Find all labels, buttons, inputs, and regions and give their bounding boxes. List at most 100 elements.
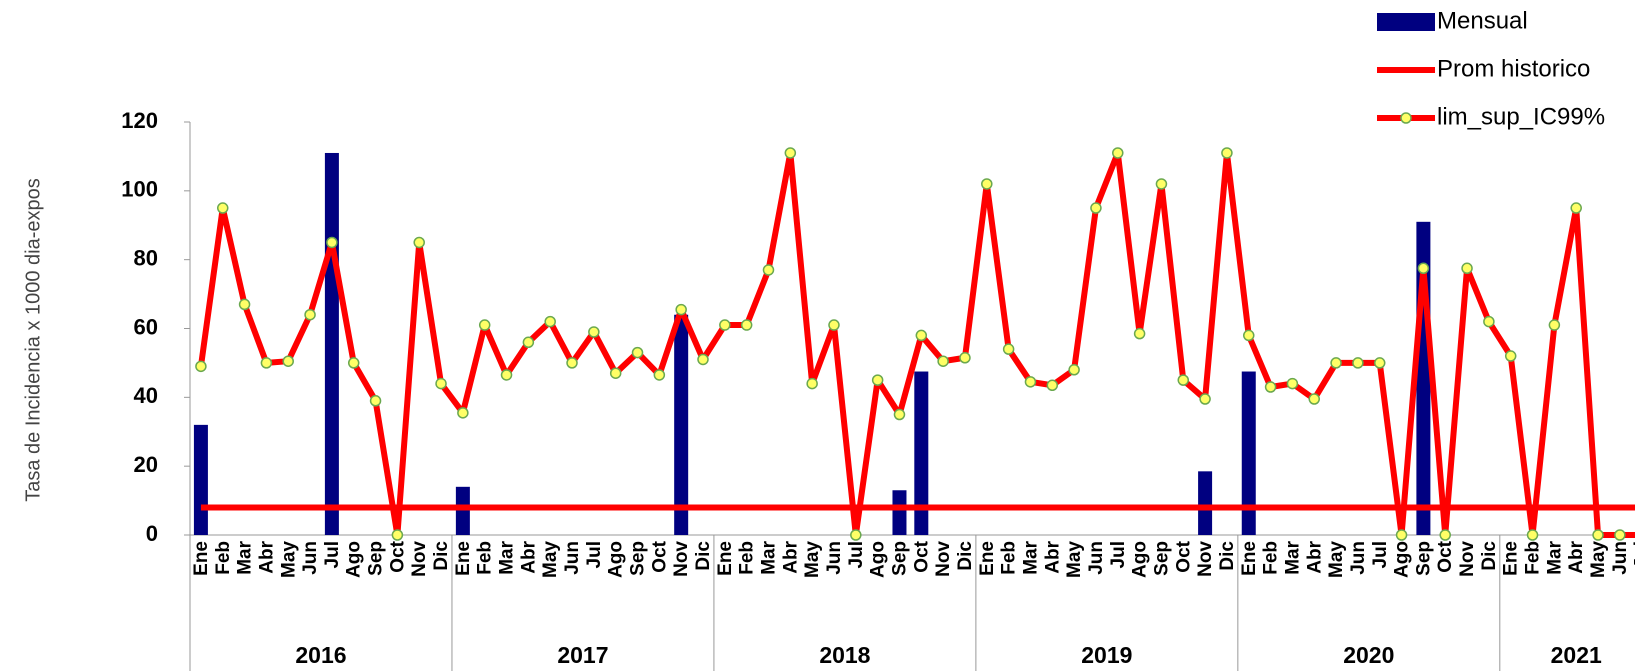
marker <box>653 369 666 381</box>
bar <box>455 486 470 535</box>
group-label: 2017 <box>557 642 608 668</box>
x-tick-label: Mar <box>497 540 518 574</box>
x-tick-label: Jul <box>846 541 867 568</box>
marker <box>1090 202 1102 214</box>
marker <box>478 319 491 331</box>
x-tick-label: Ago <box>1130 541 1151 578</box>
legend-label: lim_sup_IC99% <box>1437 103 1605 130</box>
marker <box>238 298 251 311</box>
marker <box>1461 262 1473 275</box>
group-label: 2019 <box>1081 642 1132 668</box>
y-tick-label: 100 <box>121 177 158 202</box>
marker <box>740 319 753 331</box>
bar <box>324 152 339 535</box>
marker <box>915 329 928 342</box>
marker <box>326 236 338 249</box>
marker <box>1483 315 1495 328</box>
x-tick-label: Sep <box>1413 541 1434 576</box>
x-tick-label: Ago <box>344 541 365 578</box>
x-tick-label: Jun <box>824 541 845 575</box>
x-tick-label: Mar <box>235 540 256 574</box>
x-tick-label: Feb <box>737 541 758 575</box>
x-tick-label: Ago <box>606 541 627 578</box>
x-tick-label: Feb <box>213 541 234 575</box>
x-tick-label: Ene <box>191 541 212 576</box>
x-tick-label: May <box>1064 541 1085 578</box>
marker <box>1243 329 1255 342</box>
marker <box>893 408 906 421</box>
bar <box>193 424 208 535</box>
x-tick-label: May <box>1588 541 1609 578</box>
marker <box>1308 393 1320 405</box>
x-tick-label: Jul <box>1108 541 1129 568</box>
x-tick-label: Nov <box>933 541 954 577</box>
x-tick-label: Jul <box>1370 541 1391 568</box>
group-label: 2021 <box>1551 642 1602 668</box>
marker <box>1199 393 1211 405</box>
marker <box>1112 147 1124 159</box>
marker <box>1504 350 1517 362</box>
x-tick-label: Nov <box>1457 541 1478 577</box>
marker <box>566 357 578 369</box>
x-tick-label: Dic <box>955 541 976 571</box>
x-tick-label: Sep <box>366 541 387 576</box>
x-tick-label: Jun <box>1348 541 1369 575</box>
marker <box>304 308 316 321</box>
marker <box>1352 357 1364 369</box>
marker <box>544 315 556 328</box>
x-tick-label: Feb <box>1261 541 1282 575</box>
y-tick-label: 20 <box>134 452 158 477</box>
x-tick-label: Abr <box>256 540 277 573</box>
marker <box>260 357 273 369</box>
x-tick-label: Abr <box>1042 540 1063 573</box>
x-tick-label: Feb <box>1523 541 1544 575</box>
marker <box>195 360 207 373</box>
marker <box>1264 381 1277 393</box>
marker <box>1570 202 1582 214</box>
y-tick-label: 120 <box>121 108 158 133</box>
marker <box>413 236 425 249</box>
marker <box>1155 178 1168 190</box>
x-tick-label: Mar <box>1282 540 1303 574</box>
bar <box>1241 371 1256 535</box>
x-tick-label: Ene <box>1501 541 1522 576</box>
marker <box>1439 529 1451 541</box>
marker <box>1417 262 1430 275</box>
marker <box>1526 529 1539 541</box>
marker <box>828 319 840 331</box>
x-tick-label: Mar <box>759 540 780 574</box>
y-tick-label: 40 <box>134 383 158 408</box>
marker <box>435 377 447 390</box>
x-tick-label: May <box>540 541 561 578</box>
x-tick-label: Feb <box>475 541 496 575</box>
x-tick-label: Dic <box>1217 541 1238 571</box>
x-tick-label: Feb <box>999 541 1020 575</box>
x-tick-label: Ene <box>977 541 998 576</box>
marker <box>959 352 971 364</box>
x-tick-label: Mar <box>1020 540 1041 574</box>
group-label: 2016 <box>295 642 346 668</box>
x-tick-label: Jun <box>562 541 583 575</box>
x-tick-label: Dic <box>431 541 452 571</box>
x-tick-label: Dic <box>1479 541 1500 571</box>
x-tick-label: Dic <box>693 541 714 571</box>
x-tick-label: Abr <box>1566 540 1587 573</box>
marker <box>631 346 644 359</box>
x-tick-label: Abr <box>780 540 801 573</box>
marker <box>719 319 731 331</box>
marker <box>1046 379 1059 392</box>
x-tick-label: May <box>1326 541 1347 578</box>
y-tick-label: 0 <box>146 521 158 546</box>
x-tick-label: Jun <box>300 541 321 575</box>
x-tick-label: Ago <box>1392 541 1413 578</box>
x-tick-label: Oct <box>911 540 932 572</box>
marker <box>1330 357 1342 369</box>
marker <box>1395 529 1408 541</box>
x-tick-label: Jun <box>1610 541 1631 575</box>
y-tick-label: 60 <box>134 314 158 339</box>
marker <box>522 336 535 349</box>
marker <box>216 202 229 214</box>
x-tick-label: Abr <box>1304 540 1325 573</box>
marker <box>1133 327 1146 340</box>
